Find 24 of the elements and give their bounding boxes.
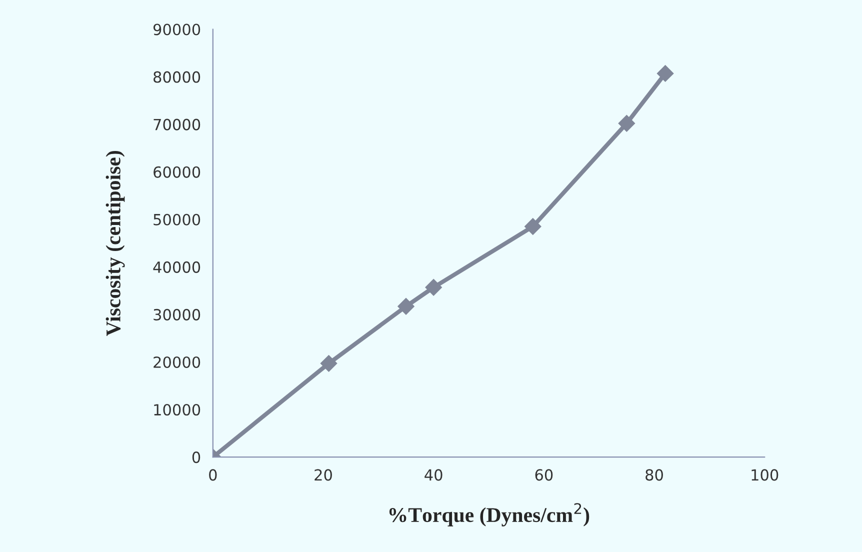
point [398,298,414,315]
y-tick-label: 80000 [154,71,200,83]
x-tick-label: 60 [535,469,553,481]
point [320,355,338,372]
x-tick-label: 100 [752,469,778,481]
y-tick-label: 40000 [153,261,200,273]
y-tick-label: 70000 [154,118,200,130]
x-tick-label: 40 [424,469,442,481]
point [656,65,674,82]
x-axis-title: %Torque (Dynes/cm$^{2}$) [389,503,590,526]
y-tick-label: 30000 [154,308,200,320]
y-axis-title: Viscosity (centipoise) [106,151,125,336]
y-tick-label: 20000 [154,356,200,368]
y-tick-label: 60000 [154,166,200,178]
x-tick-label: 20 [314,469,332,481]
point [618,114,636,132]
y-tick-label: 10000 [154,404,200,416]
y-tick-label: 50000 [154,214,200,226]
point [425,278,442,296]
x-tick-label: 0 [209,469,217,481]
point [524,218,542,235]
y-tick-label: 0 [192,452,200,464]
x-tick-label: 80 [646,469,663,481]
y-tick-label: 90000 [153,24,200,36]
